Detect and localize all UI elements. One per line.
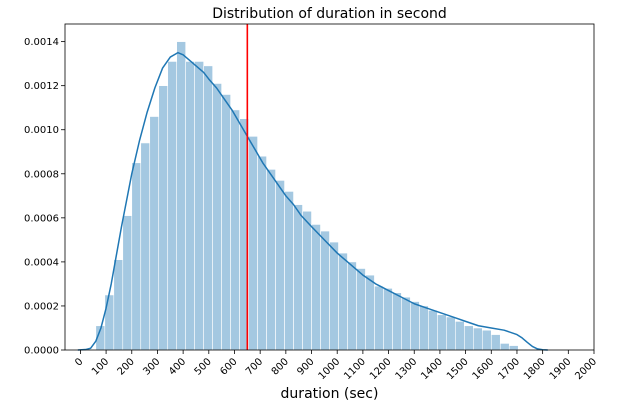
histogram-bar [158, 85, 169, 351]
histogram-bar [230, 109, 240, 351]
histogram-bar [167, 61, 178, 351]
histogram-bar [311, 224, 321, 351]
histogram-bar [392, 292, 402, 351]
histogram-bar [490, 334, 501, 351]
histogram-bar [212, 83, 222, 351]
histogram-bar [284, 191, 294, 351]
histogram-bar [131, 162, 142, 351]
histogram-bar [508, 345, 519, 351]
histogram-bar [473, 327, 483, 351]
histogram-bar [374, 285, 384, 351]
y-tick-label: 0.0002 [24, 301, 59, 312]
y-tick-label: 0.0000 [24, 346, 59, 357]
histogram-bar [113, 259, 124, 351]
histogram-bar [221, 94, 231, 351]
histogram-bar [176, 41, 186, 351]
plot-frame [64, 23, 595, 351]
y-tick-label: 0.0014 [24, 37, 59, 48]
kde-curve-group [77, 51, 548, 351]
x-axis-label: duration (sec) [281, 386, 379, 402]
histogram-bar [365, 274, 375, 351]
histogram-bar [122, 215, 133, 351]
histogram-bar [320, 230, 330, 351]
histogram-bar [481, 329, 492, 351]
histogram-bar [203, 65, 213, 351]
histogram-bar [257, 155, 267, 351]
y-tick-label: 0.0010 [24, 125, 59, 136]
histogram-bar [194, 61, 204, 351]
histogram-bar [266, 169, 276, 351]
histogram-bar [248, 136, 258, 351]
histogram-bar [347, 261, 357, 351]
histogram-bar [428, 310, 438, 351]
y-tick-label: 0.0008 [24, 169, 59, 180]
histogram-bar [338, 252, 348, 351]
histogram-bar [455, 321, 465, 351]
histogram-bar [401, 296, 411, 351]
histogram-bar [437, 314, 447, 351]
y-tick-label: 0.0012 [24, 81, 59, 92]
histogram-bar [149, 116, 160, 351]
histogram-bar [275, 180, 285, 351]
histogram-bar [419, 305, 429, 351]
histogram-bar [464, 325, 474, 351]
y-tick-label: 0.0006 [24, 213, 59, 224]
chart-title: Distribution of duration in second [212, 6, 447, 22]
histogram-bar [329, 241, 339, 351]
histogram-bar [185, 61, 195, 351]
y-axis: 0.0000 0.0002 0.0004 0.0006 0.0008 0.0010 0.00… [24, 37, 65, 357]
histogram-bar [140, 142, 151, 351]
histogram-bar [383, 288, 393, 351]
histogram-bar [446, 316, 456, 351]
histogram-bar [356, 268, 366, 351]
y-tick-label: 0.0004 [24, 257, 59, 268]
histogram-bar [410, 301, 420, 351]
histogram-bar [302, 210, 312, 351]
histogram-bar [293, 204, 303, 351]
histogram-bar [499, 343, 510, 351]
histogram-bar [104, 294, 115, 351]
kde-curve [77, 51, 548, 351]
